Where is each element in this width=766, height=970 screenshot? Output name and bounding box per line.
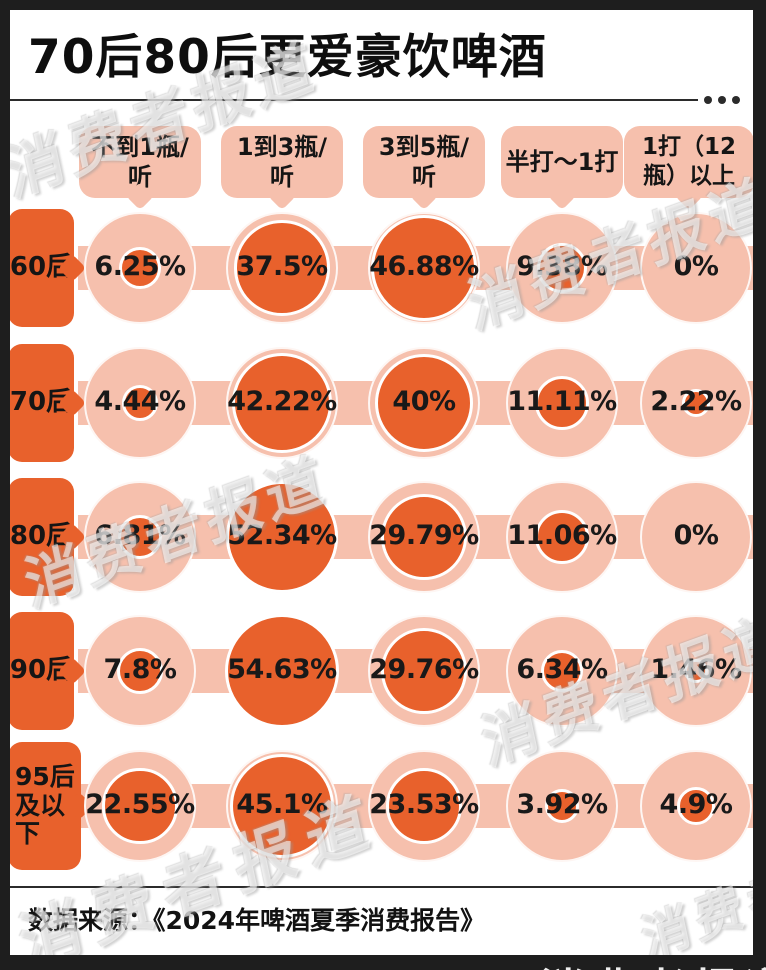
bubble-inner	[231, 352, 333, 454]
bubble-value: 4.9%	[659, 789, 733, 820]
bubble-value: 23.53%	[369, 789, 479, 820]
bubble-inner	[684, 659, 708, 683]
bubble-inner	[121, 384, 159, 422]
page-title: 70后80后更爱豪饮啤酒	[28, 30, 547, 85]
bubble-value: 0%	[673, 251, 719, 282]
bubble-outer	[640, 750, 752, 862]
bubble-inner	[374, 353, 474, 453]
bubble-inner	[226, 481, 338, 593]
bubble-inner	[682, 389, 710, 417]
footer-divider	[10, 886, 753, 888]
bubble-inner	[116, 647, 164, 695]
dot-icon	[718, 96, 726, 104]
row-label: 95后及以下	[8, 742, 94, 870]
bubble-value: 42.22%	[227, 386, 337, 417]
header-pointer-icon	[674, 181, 704, 211]
bubble-value: 45.1%	[236, 789, 328, 820]
bubble-outer	[640, 212, 752, 324]
bubble-inner	[381, 628, 467, 714]
title-divider	[10, 99, 698, 101]
bubble-value: 29.79%	[369, 520, 479, 551]
bubble-value: 7.8%	[103, 654, 177, 685]
column-header: 半打～1打	[501, 126, 623, 211]
bubble-value: 0%	[673, 520, 719, 551]
column-header: 3到5瓶/听	[363, 126, 485, 211]
watermark-logo: 消费者报道	[540, 954, 766, 970]
header-pointer-icon	[125, 181, 155, 211]
bubble-inner	[102, 768, 178, 844]
bubble-value: 52.34%	[227, 520, 337, 551]
bubble-inner	[534, 509, 590, 565]
bubble-value: 11.11%	[507, 386, 617, 417]
column-header: 1打（12瓶）以上	[624, 126, 754, 211]
header-pointer-icon	[409, 181, 439, 211]
bubble-inner	[234, 220, 330, 316]
dot-icon	[704, 96, 712, 104]
bubble-value: 4.44%	[94, 386, 186, 417]
bubble-inner	[540, 649, 584, 693]
bubble-inner	[381, 494, 467, 580]
more-dots-icon	[704, 96, 740, 104]
row-label: 70后	[8, 344, 87, 462]
bubble-outer	[84, 481, 196, 593]
bubble-inner	[534, 375, 590, 431]
data-source: 数据来源：《2024年啤酒夏季消费报告》	[28, 906, 486, 935]
row-label: 80后	[8, 478, 87, 596]
bubble-value: 29.76%	[369, 654, 479, 685]
bubble-value: 40%	[392, 386, 456, 417]
bubble-value: 3.92%	[516, 789, 608, 820]
bubble-inner	[385, 767, 463, 845]
bubble-value: 46.88%	[369, 251, 479, 282]
bubble-inner	[544, 788, 580, 824]
bubble-value: 2.22%	[650, 386, 742, 417]
bubble-inner	[536, 242, 588, 294]
bubble-value: 9.38%	[516, 251, 608, 282]
row-label: 90后	[8, 612, 87, 730]
bubble-value: 22.55%	[85, 789, 195, 820]
bubble-value: 37.5%	[236, 251, 328, 282]
header-pointer-icon	[267, 181, 297, 211]
column-header: 1到3瓶/听	[221, 126, 343, 211]
dot-icon	[732, 96, 740, 104]
bubble-outer	[640, 481, 752, 593]
bubble-inner	[225, 614, 339, 728]
bubble-value: 6.34%	[516, 654, 608, 685]
bubble-value: 54.63%	[227, 654, 337, 685]
bubble-inner	[229, 753, 335, 859]
bubble-value: 11.06%	[507, 520, 617, 551]
bubble-inner	[118, 246, 162, 290]
bubble-inner	[371, 215, 477, 321]
bubble-value: 6.81%	[94, 520, 186, 551]
bubble-value: 1.46%	[650, 654, 742, 685]
column-header: 不到1瓶/听	[79, 126, 201, 211]
row-label: 60后	[8, 209, 87, 327]
bubble-inner	[676, 786, 716, 826]
header-pointer-icon	[547, 181, 577, 211]
bubble-inner	[117, 514, 163, 560]
bubble-value: 6.25%	[94, 251, 186, 282]
